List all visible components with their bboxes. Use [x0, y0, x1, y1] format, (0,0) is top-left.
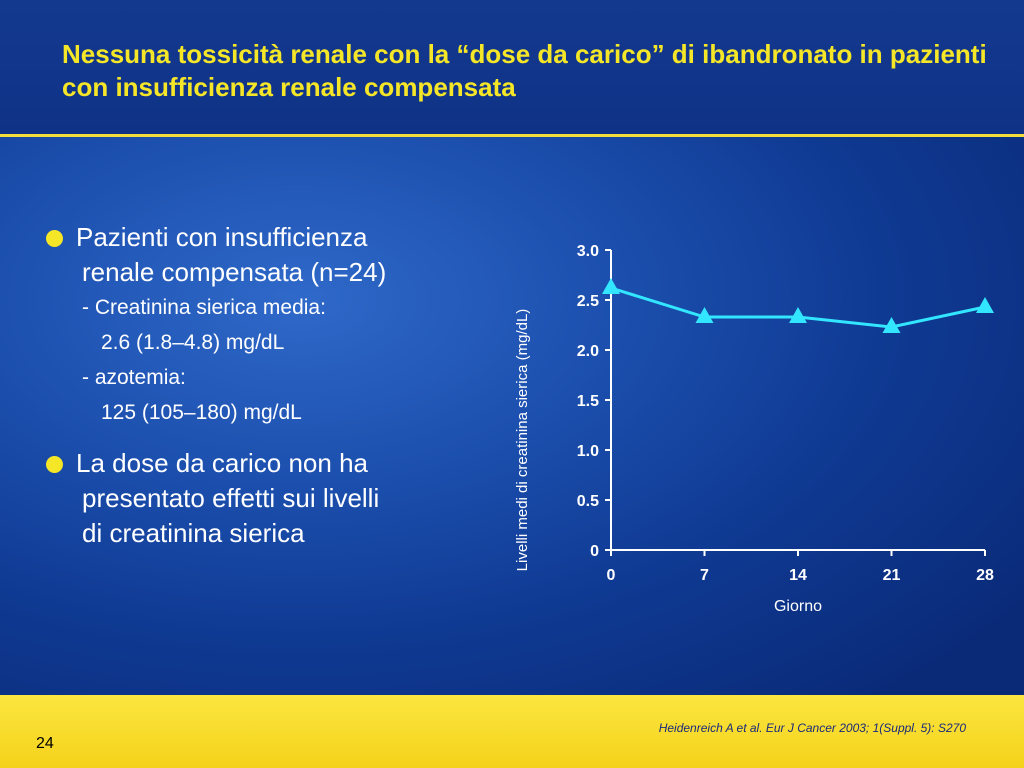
bullet-patients: Pazienti con insufficienza renale compen…: [44, 220, 504, 430]
bullet-dot-icon: [46, 456, 63, 473]
bullet-list: Pazienti con insufficienza renale compen…: [44, 220, 504, 567]
title-divider: [0, 134, 1024, 137]
bullet-line: Pazienti con insufficienza: [76, 222, 368, 252]
bullet-dot-icon: [46, 230, 63, 247]
bullet-line: La dose da carico non ha: [76, 448, 368, 478]
footer-band: Heidenreich A et al. Eur J Cancer 2003; …: [0, 695, 1024, 768]
bullet-loading-dose: La dose da carico non ha presentato effe…: [44, 446, 504, 551]
page-number: 24: [36, 735, 54, 752]
citation: Heidenreich A et al. Eur J Cancer 2003; …: [658, 721, 966, 735]
bullet-main-text: La dose da carico non ha presentato effe…: [76, 446, 504, 551]
bullet-main-text: Pazienti con insufficienza renale compen…: [76, 220, 504, 290]
bullet-line: presentato effetti sui livelli: [82, 483, 380, 513]
sub-bullet-creatinine-label: - Creatinina sierica media:: [82, 296, 326, 319]
slide-title: Nessuna tossicità renale con la “dose da…: [62, 39, 987, 102]
sub-bullet-azotemia-value: 125 (105–180) mg/dL: [101, 401, 302, 424]
sub-bullet-creatinine-value: 2.6 (1.8–4.8) mg/dL: [101, 331, 285, 354]
bullet-line: di creatinina sierica: [82, 518, 305, 548]
bullet-line: renale compensata (n=24): [82, 257, 387, 287]
sub-bullet-azotemia-label: - azotemia:: [82, 366, 186, 389]
header-band: [0, 0, 1024, 137]
